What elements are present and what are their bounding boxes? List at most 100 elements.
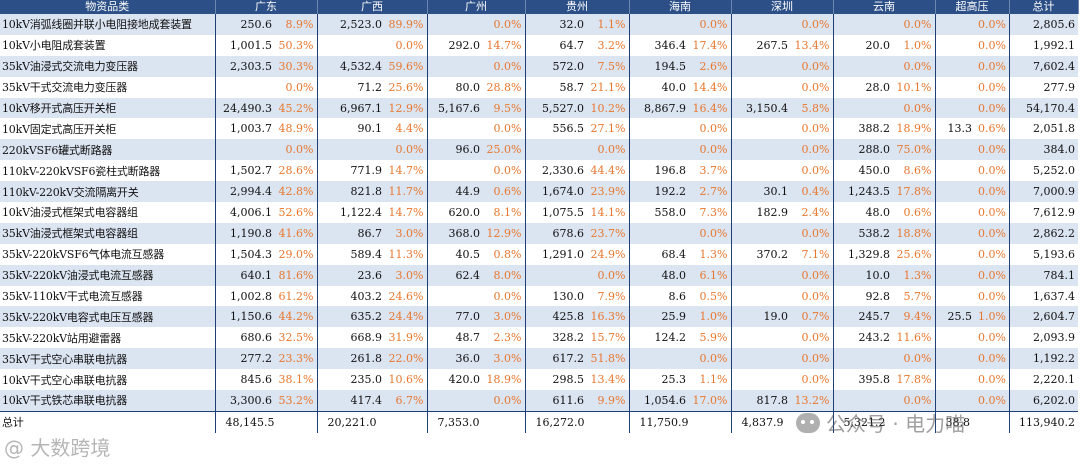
cell-amount: 2,303.5 (215, 55, 275, 77)
cell-share: 0.0% (791, 264, 834, 286)
cell-amount: 2,994.4 (215, 181, 275, 203)
cell-share: 32.5% (275, 327, 318, 349)
cell-amount: 243.2 (833, 327, 893, 349)
cell-share: 11.7% (385, 181, 428, 203)
cell-share: 0.8% (483, 243, 526, 265)
row-total: 5,193.6 (1009, 243, 1078, 265)
cell-share: 0.0% (791, 139, 834, 161)
cell-share: 42.8% (275, 181, 318, 203)
summary-row: 总计 48,145.5 20,221.0 7,353.0 16,272.0 11,750.… (0, 410, 1078, 433)
cell-share: 0.0% (975, 181, 1010, 203)
cell-share: 31.9% (385, 327, 428, 349)
cell-share: 0.0% (893, 55, 936, 77)
cell-share: 0.0% (483, 14, 526, 35)
summary-amount: 4,837.9 (731, 410, 834, 433)
cell-share: 11.6% (893, 327, 936, 349)
cell-share: 0.0% (483, 285, 526, 307)
cell-amount: 1,054.6 (629, 390, 689, 412)
cell-share: 18.9% (893, 118, 936, 140)
cell-share: 3.0% (483, 306, 526, 328)
cell-share: 17.8% (893, 369, 936, 391)
cell-amount (215, 76, 275, 98)
cell-amount: 90.1 (317, 118, 385, 140)
cell-amount (731, 285, 791, 307)
cell-share: 7.5% (587, 55, 630, 77)
row-category: 35kV干式交流电力变压器 (0, 76, 216, 98)
cell-amount: 2,330.6 (525, 160, 587, 182)
cell-amount: 48.0 (629, 264, 689, 286)
cell-share: 28.8% (483, 76, 526, 98)
cell-amount: 261.8 (317, 348, 385, 370)
column-header-region: 广东 (215, 0, 318, 14)
cell-amount: 558.0 (629, 202, 689, 223)
cell-amount (833, 55, 893, 77)
cell-amount: 77.0 (427, 306, 483, 328)
cell-amount: 92.8 (833, 285, 893, 307)
cell-amount: 4,006.1 (215, 202, 275, 223)
table-row: 10kV油浸式框架式电容器组 4,006.1 52.6% 1,122.4 14.7% 62… (0, 202, 1078, 223)
cell-share: 0.0% (975, 327, 1010, 349)
cell-share: 0.0% (275, 76, 318, 98)
cell-share: 1.1% (689, 369, 732, 391)
cell-amount: 298.5 (525, 369, 587, 391)
cell-share: 0.0% (975, 55, 1010, 77)
cell-amount: 1,122.4 (317, 202, 385, 223)
cell-share: 2.6% (689, 55, 732, 77)
cell-amount: 668.9 (317, 327, 385, 349)
cell-share: 5.9% (689, 327, 732, 349)
table-row: 35kV油浸式交流电力变压器 2,303.5 30.3% 4,532.4 59.6% 0.… (0, 55, 1078, 77)
cell-amount: 635.2 (317, 306, 385, 328)
cell-share: 5.8% (791, 97, 834, 119)
cell-share: 12.9% (483, 222, 526, 244)
cell-share: 6.7% (385, 390, 428, 412)
row-category: 35kV干式空心串联电抗器 (0, 348, 216, 370)
cell-amount (935, 181, 975, 203)
cell-amount (629, 139, 689, 161)
row-category: 10kV干式空心串联电抗器 (0, 369, 216, 391)
cell-share: 8.0% (483, 264, 526, 286)
cell-amount (833, 348, 893, 370)
table-row: 35kV-220kVSF6气体电流互感器 1,504.3 29.0% 589.4 11.… (0, 243, 1078, 265)
cell-amount (731, 327, 791, 349)
cell-share: 0.0% (893, 14, 936, 35)
cell-share: 0.0% (975, 97, 1010, 119)
cell-amount: 1,329.8 (833, 243, 893, 265)
cell-share: 16.4% (689, 97, 732, 119)
cell-share: 12.9% (385, 97, 428, 119)
cell-amount (935, 34, 975, 56)
cell-amount: 192.2 (629, 181, 689, 203)
cell-share: 24.9% (587, 243, 630, 265)
cell-share: 30.3% (275, 55, 318, 77)
cell-amount: 44.9 (427, 181, 483, 203)
cell-amount: 680.6 (215, 327, 275, 349)
cell-amount: 6,967.1 (317, 97, 385, 119)
cell-amount: 2,523.0 (317, 14, 385, 35)
row-total: 1,992.1 (1009, 34, 1078, 56)
cell-amount: 425.8 (525, 306, 587, 328)
cell-share: 44.2% (275, 306, 318, 328)
cell-share: 0.5% (689, 285, 732, 307)
cell-share: 9.9% (587, 390, 630, 412)
row-category: 35kV-220kVSF6气体电流互感器 (0, 243, 216, 265)
cell-share: 0.0% (791, 118, 834, 140)
cell-share: 25.6% (893, 243, 936, 265)
cell-share: 0.0% (791, 327, 834, 349)
cell-share: 0.0% (893, 97, 936, 119)
cell-amount (935, 264, 975, 286)
cell-share: 14.1% (587, 202, 630, 223)
cell-amount (935, 390, 975, 412)
cell-share: 53.2% (275, 390, 318, 412)
table-body: 10kV消弧线圈并联小电阻接地成套装置 250.6 8.9% 2,523.0 89.9%… (0, 14, 1078, 433)
cell-share: 44.4% (587, 160, 630, 182)
cell-share: 4.4% (385, 118, 428, 140)
cell-amount (427, 390, 483, 412)
cell-amount (731, 348, 791, 370)
cell-amount: 5,527.0 (525, 97, 587, 119)
row-category: 10kV小电阻成套装置 (0, 34, 216, 56)
table-row: 35kV-110kV干式电流互感器 1,002.8 61.2% 403.2 24.6% 0… (0, 285, 1078, 307)
column-header-region: 广西 (317, 0, 428, 14)
row-category: 110kV-220kV交流隔离开关 (0, 181, 216, 203)
row-total: 1,192.2 (1009, 348, 1078, 370)
cell-share: 0.0% (975, 34, 1010, 56)
cell-share: 15.7% (587, 327, 630, 349)
